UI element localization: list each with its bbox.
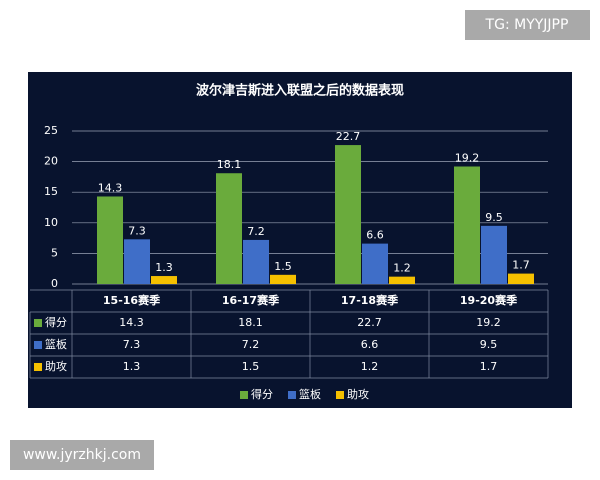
y-tick-label: 10 [44, 216, 58, 229]
table-cell: 14.3 [119, 316, 144, 329]
table-cell: 22.7 [357, 316, 382, 329]
table-cell: 9.5 [480, 338, 498, 351]
table-cell: 1.7 [480, 360, 498, 373]
bar [389, 276, 415, 284]
bar [216, 173, 242, 284]
bar [243, 239, 269, 284]
legend-swatch [240, 391, 248, 399]
bar [270, 274, 296, 284]
x-tick-label: 19-20赛季 [460, 293, 518, 307]
data-label: 19.2 [455, 151, 480, 164]
bar [124, 239, 150, 284]
watermark-box [465, 10, 590, 40]
data-label: 14.3 [98, 181, 123, 194]
legend-swatch [288, 391, 296, 399]
data-label: 7.3 [128, 224, 146, 237]
watermark-box [10, 440, 154, 470]
data-label: 9.5 [485, 211, 503, 224]
x-tick-label: 17-18赛季 [341, 293, 399, 307]
y-tick-label: 25 [44, 124, 58, 137]
table-cell: 18.1 [238, 316, 263, 329]
table-swatch [34, 363, 42, 371]
data-label: 1.7 [512, 259, 530, 272]
table-row-label: 得分 [45, 316, 67, 329]
data-label: 18.1 [217, 158, 242, 171]
y-tick-label: 20 [44, 155, 58, 168]
data-label: 7.2 [247, 225, 265, 238]
table-cell: 1.3 [123, 360, 141, 373]
data-label: 22.7 [336, 130, 361, 143]
table-row-label: 篮板 [45, 337, 67, 351]
x-tick-label: 15-16赛季 [103, 293, 161, 307]
bar [481, 225, 507, 284]
legend-label: 得分 [251, 388, 273, 401]
table-cell: 7.2 [242, 338, 260, 351]
data-label: 1.2 [393, 262, 411, 275]
table-cell: 1.5 [242, 360, 260, 373]
bar [97, 196, 123, 284]
bar [454, 166, 480, 284]
data-label: 1.5 [274, 260, 292, 273]
y-tick-label: 5 [51, 246, 58, 259]
legend-label: 助攻 [347, 387, 369, 401]
bar [335, 145, 361, 284]
y-tick-label: 15 [44, 185, 58, 198]
table-cell: 6.6 [361, 338, 379, 351]
legend-label: 篮板 [299, 387, 321, 401]
table-cell: 7.3 [123, 338, 141, 351]
bar [151, 276, 177, 284]
data-label: 6.6 [366, 229, 384, 242]
legend-swatch [336, 391, 344, 399]
watermark-top: TG: MYYJJPP [485, 17, 569, 33]
table-cell: 19.2 [476, 316, 501, 329]
chart-title: 波尔津吉斯进入联盟之后的数据表现 [196, 83, 404, 99]
bar [362, 243, 388, 284]
watermark-bottom: www.jyrzhkj.com [23, 447, 141, 463]
x-tick-label: 16-17赛季 [222, 293, 280, 307]
table-swatch [34, 319, 42, 327]
table-cell: 1.2 [361, 360, 379, 373]
data-label: 1.3 [155, 261, 173, 274]
table-swatch [34, 341, 42, 349]
y-tick-label: 0 [51, 277, 58, 290]
bar [508, 273, 534, 284]
table-row-label: 助攻 [45, 359, 67, 373]
